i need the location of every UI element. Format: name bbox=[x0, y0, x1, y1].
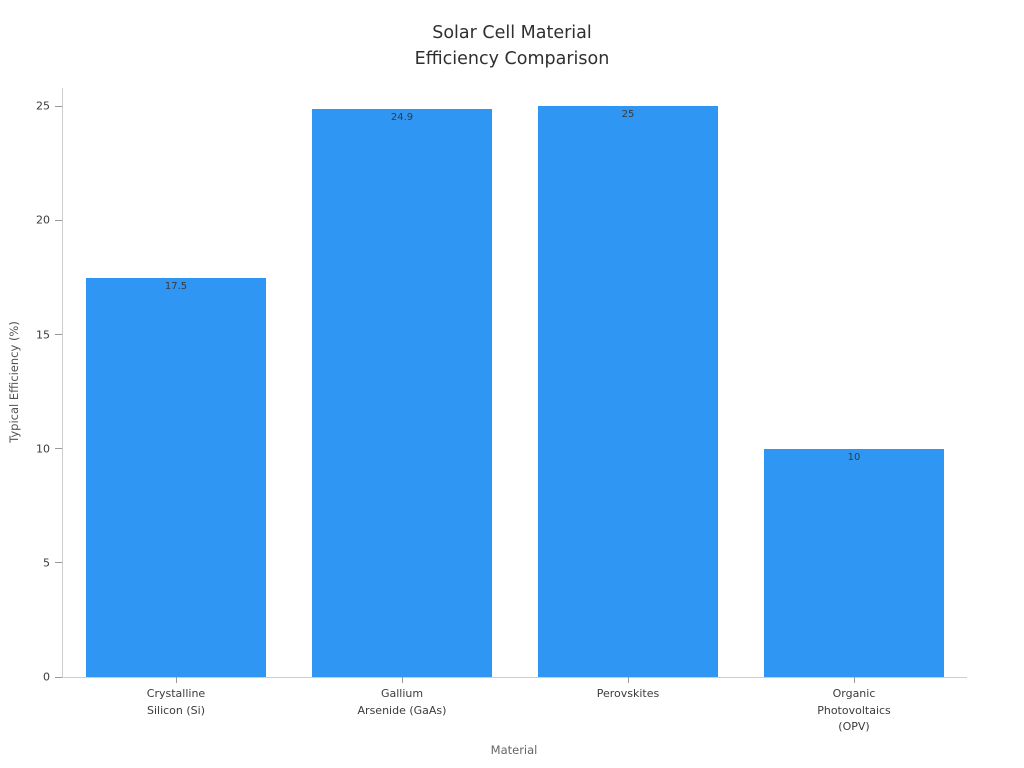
x-tick-label: Organic Photovoltaics (OPV) bbox=[817, 687, 891, 733]
bar-value-label: 24.9 bbox=[390, 111, 414, 123]
y-tick bbox=[55, 219, 62, 221]
y-tick-label: 25 bbox=[36, 99, 50, 113]
y-tick bbox=[55, 562, 62, 564]
y-tick bbox=[55, 105, 62, 107]
bar-value-label: 10 bbox=[847, 451, 861, 463]
y-tick-label: 15 bbox=[36, 328, 50, 342]
x-axis-label: Material bbox=[490, 743, 538, 757]
x-tick-label: Perovskites bbox=[596, 687, 660, 700]
plot-area: 0 5 10 15 20 25 17.5 Crystalline Silicon (Si) 24… bbox=[36, 88, 967, 733]
bar bbox=[537, 106, 719, 677]
bar bbox=[85, 277, 267, 677]
bar-value-label: 17.5 bbox=[164, 280, 188, 292]
x-tick bbox=[853, 677, 855, 683]
x-tick bbox=[401, 677, 403, 683]
y-tick bbox=[55, 676, 62, 678]
x-tick bbox=[175, 677, 177, 683]
y-tick-label: 5 bbox=[43, 556, 50, 570]
y-tick bbox=[55, 448, 62, 450]
chart-title: Solar Cell Material Efficiency Compariso… bbox=[414, 23, 610, 69]
y-tick-label: 0 bbox=[43, 670, 50, 684]
y-tick-label: 10 bbox=[36, 442, 50, 456]
bar bbox=[311, 108, 493, 677]
y-tick-label: 20 bbox=[36, 213, 50, 227]
x-tick-label: Crystalline Silicon (Si) bbox=[146, 687, 206, 717]
bar bbox=[763, 448, 945, 677]
x-tick-label: Gallium Arsenide (GaAs) bbox=[357, 687, 447, 717]
x-tick bbox=[627, 677, 629, 683]
y-tick bbox=[55, 334, 62, 336]
bar-value-label: 25 bbox=[621, 109, 635, 121]
